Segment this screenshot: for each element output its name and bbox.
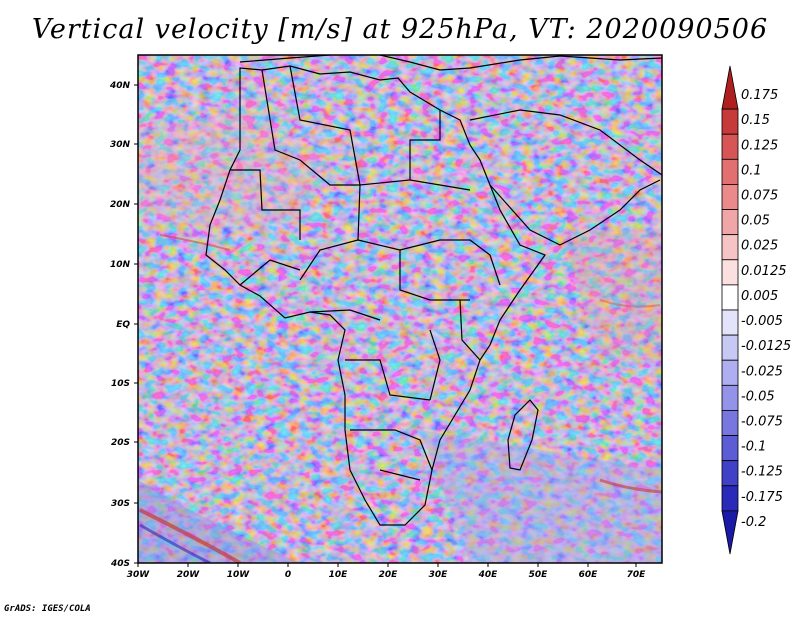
- africa-coastline: [205, 65, 546, 526]
- colorbar-label: -0.0125: [741, 339, 791, 354]
- lon-label: 20E: [379, 570, 399, 580]
- colorbar: 0.175 0.15 0.125 0.1 0.075 0.05 0.025 0.0125 0.0…: [721, 65, 791, 555]
- lon-label: 60E: [579, 570, 599, 580]
- colorbar-swatch: [721, 460, 739, 487]
- colorbar-swatch: [721, 259, 739, 286]
- lon-label: 10E: [329, 570, 349, 580]
- map-title: Vertical velocity [m/s] at 925hPa, VT: 2…: [31, 14, 769, 45]
- lat-label: 30S: [111, 499, 130, 509]
- arabia-coastline: [469, 109, 662, 246]
- colorbar-label: 0.0125: [741, 264, 787, 279]
- velocity-field: [138, 55, 662, 563]
- lat-label: 10S: [111, 379, 130, 389]
- lat-label: EQ: [116, 320, 130, 330]
- colorbar-swatch: [721, 65, 739, 110]
- plot-frame: [137, 54, 663, 564]
- colorbar-label: -0.05: [741, 389, 775, 404]
- colorbar-swatch: [721, 133, 739, 160]
- colorbar-swatch: [721, 334, 739, 361]
- lon-label: 50E: [529, 570, 549, 580]
- colorbar-label: -0.075: [741, 415, 783, 430]
- lat-axis: [134, 84, 138, 564]
- lat-label: 40S: [110, 559, 130, 569]
- colorbar-label: 0.05: [741, 214, 770, 229]
- lat-label: 20S: [111, 438, 130, 448]
- lon-label: 10W: [227, 570, 251, 580]
- colorbar-label: -0.2: [741, 515, 766, 530]
- colorbar-label: 0.005: [741, 289, 778, 304]
- colorbar-label: -0.175: [741, 490, 783, 505]
- colorbar-label: 0.175: [741, 88, 778, 103]
- colorbar-label: 0.1: [741, 163, 762, 178]
- colorbar-label: 0.15: [741, 113, 770, 128]
- lat-label: 30N: [110, 140, 131, 150]
- colorbar-swatch: [721, 510, 739, 555]
- lon-label: 40E: [478, 570, 499, 580]
- colorbar-label: -0.025: [741, 364, 783, 379]
- europe-coastline: [239, 55, 662, 71]
- colorbar-label: -0.005: [741, 314, 783, 329]
- lon-label: 70E: [627, 570, 647, 580]
- lon-label: 30W: [127, 570, 151, 580]
- lat-label: 40N: [109, 81, 131, 91]
- colorbar-swatch: [721, 184, 739, 210]
- lon-label: 30E: [429, 570, 449, 580]
- colorbar-swatch: [721, 158, 739, 185]
- colorbar-label: -0.1: [741, 440, 766, 455]
- colorbar-label: 0.025: [741, 239, 778, 254]
- lon-label: 20W: [177, 570, 201, 580]
- country-borders: [205, 55, 662, 526]
- colorbar-label: -0.125: [741, 465, 783, 480]
- colorbar-swatch: [721, 209, 739, 236]
- colorbar-swatch: [721, 284, 739, 311]
- colorbar-swatch: [721, 309, 739, 336]
- lat-label: 20N: [110, 200, 131, 210]
- colorbar-swatch: [721, 410, 739, 436]
- lon-label: 0: [285, 570, 291, 580]
- colorbar-swatch: [721, 359, 739, 386]
- madagascar-coastline: [507, 399, 539, 471]
- colorbar-swatch: [721, 485, 739, 512]
- colorbar-swatch: [721, 108, 739, 135]
- lat-label: 10N: [110, 260, 131, 270]
- colorbar-label: 0.125: [741, 138, 778, 153]
- colorbar-swatch: [721, 435, 739, 462]
- colorbar-swatch: [721, 384, 739, 411]
- colorbar-label: 0.075: [741, 189, 778, 204]
- grads-credit: GrADS: IGES/COLA: [4, 604, 91, 614]
- lon-axis: [137, 563, 637, 567]
- colorbar-swatch: [721, 234, 739, 261]
